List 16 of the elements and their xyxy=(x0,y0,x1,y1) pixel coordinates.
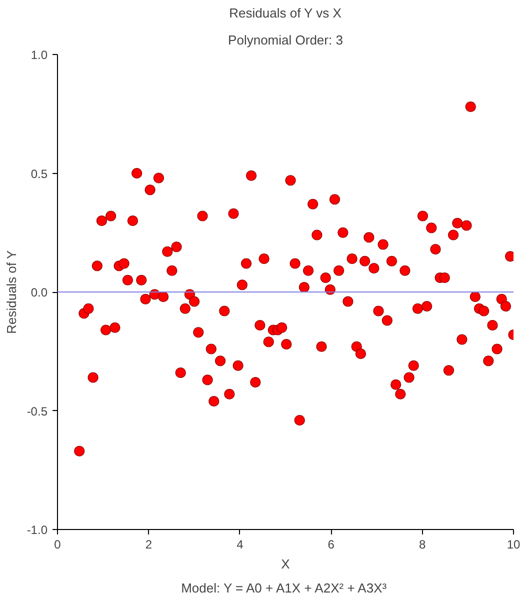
text: Model: Y = A0 + A1X + A2X² + A3X³ xyxy=(181,580,388,596)
x-tick-label: 4 xyxy=(236,538,244,552)
x-axis-title: X xyxy=(281,556,290,572)
y-axis-title: Residuals of Y xyxy=(4,250,19,334)
y-tick-label: 0.0 xyxy=(30,286,48,300)
x-tick-label: 6 xyxy=(328,538,335,552)
x-tick-label: 8 xyxy=(418,538,426,552)
y-tick-label: -1.0 xyxy=(26,523,48,537)
y-tick-label: 1.0 xyxy=(30,48,48,62)
y-tick-label: -0.5 xyxy=(26,404,48,418)
chart-subtitle: Polynomial Order: 3 xyxy=(228,32,343,48)
x-tick-label: 10 xyxy=(506,538,520,552)
chart-title: Residuals of Y vs X xyxy=(229,6,342,20)
y-tick-label: 0.5 xyxy=(30,166,48,181)
x-tick-label: 0 xyxy=(54,538,62,552)
x-tick-label: 2 xyxy=(145,538,152,552)
